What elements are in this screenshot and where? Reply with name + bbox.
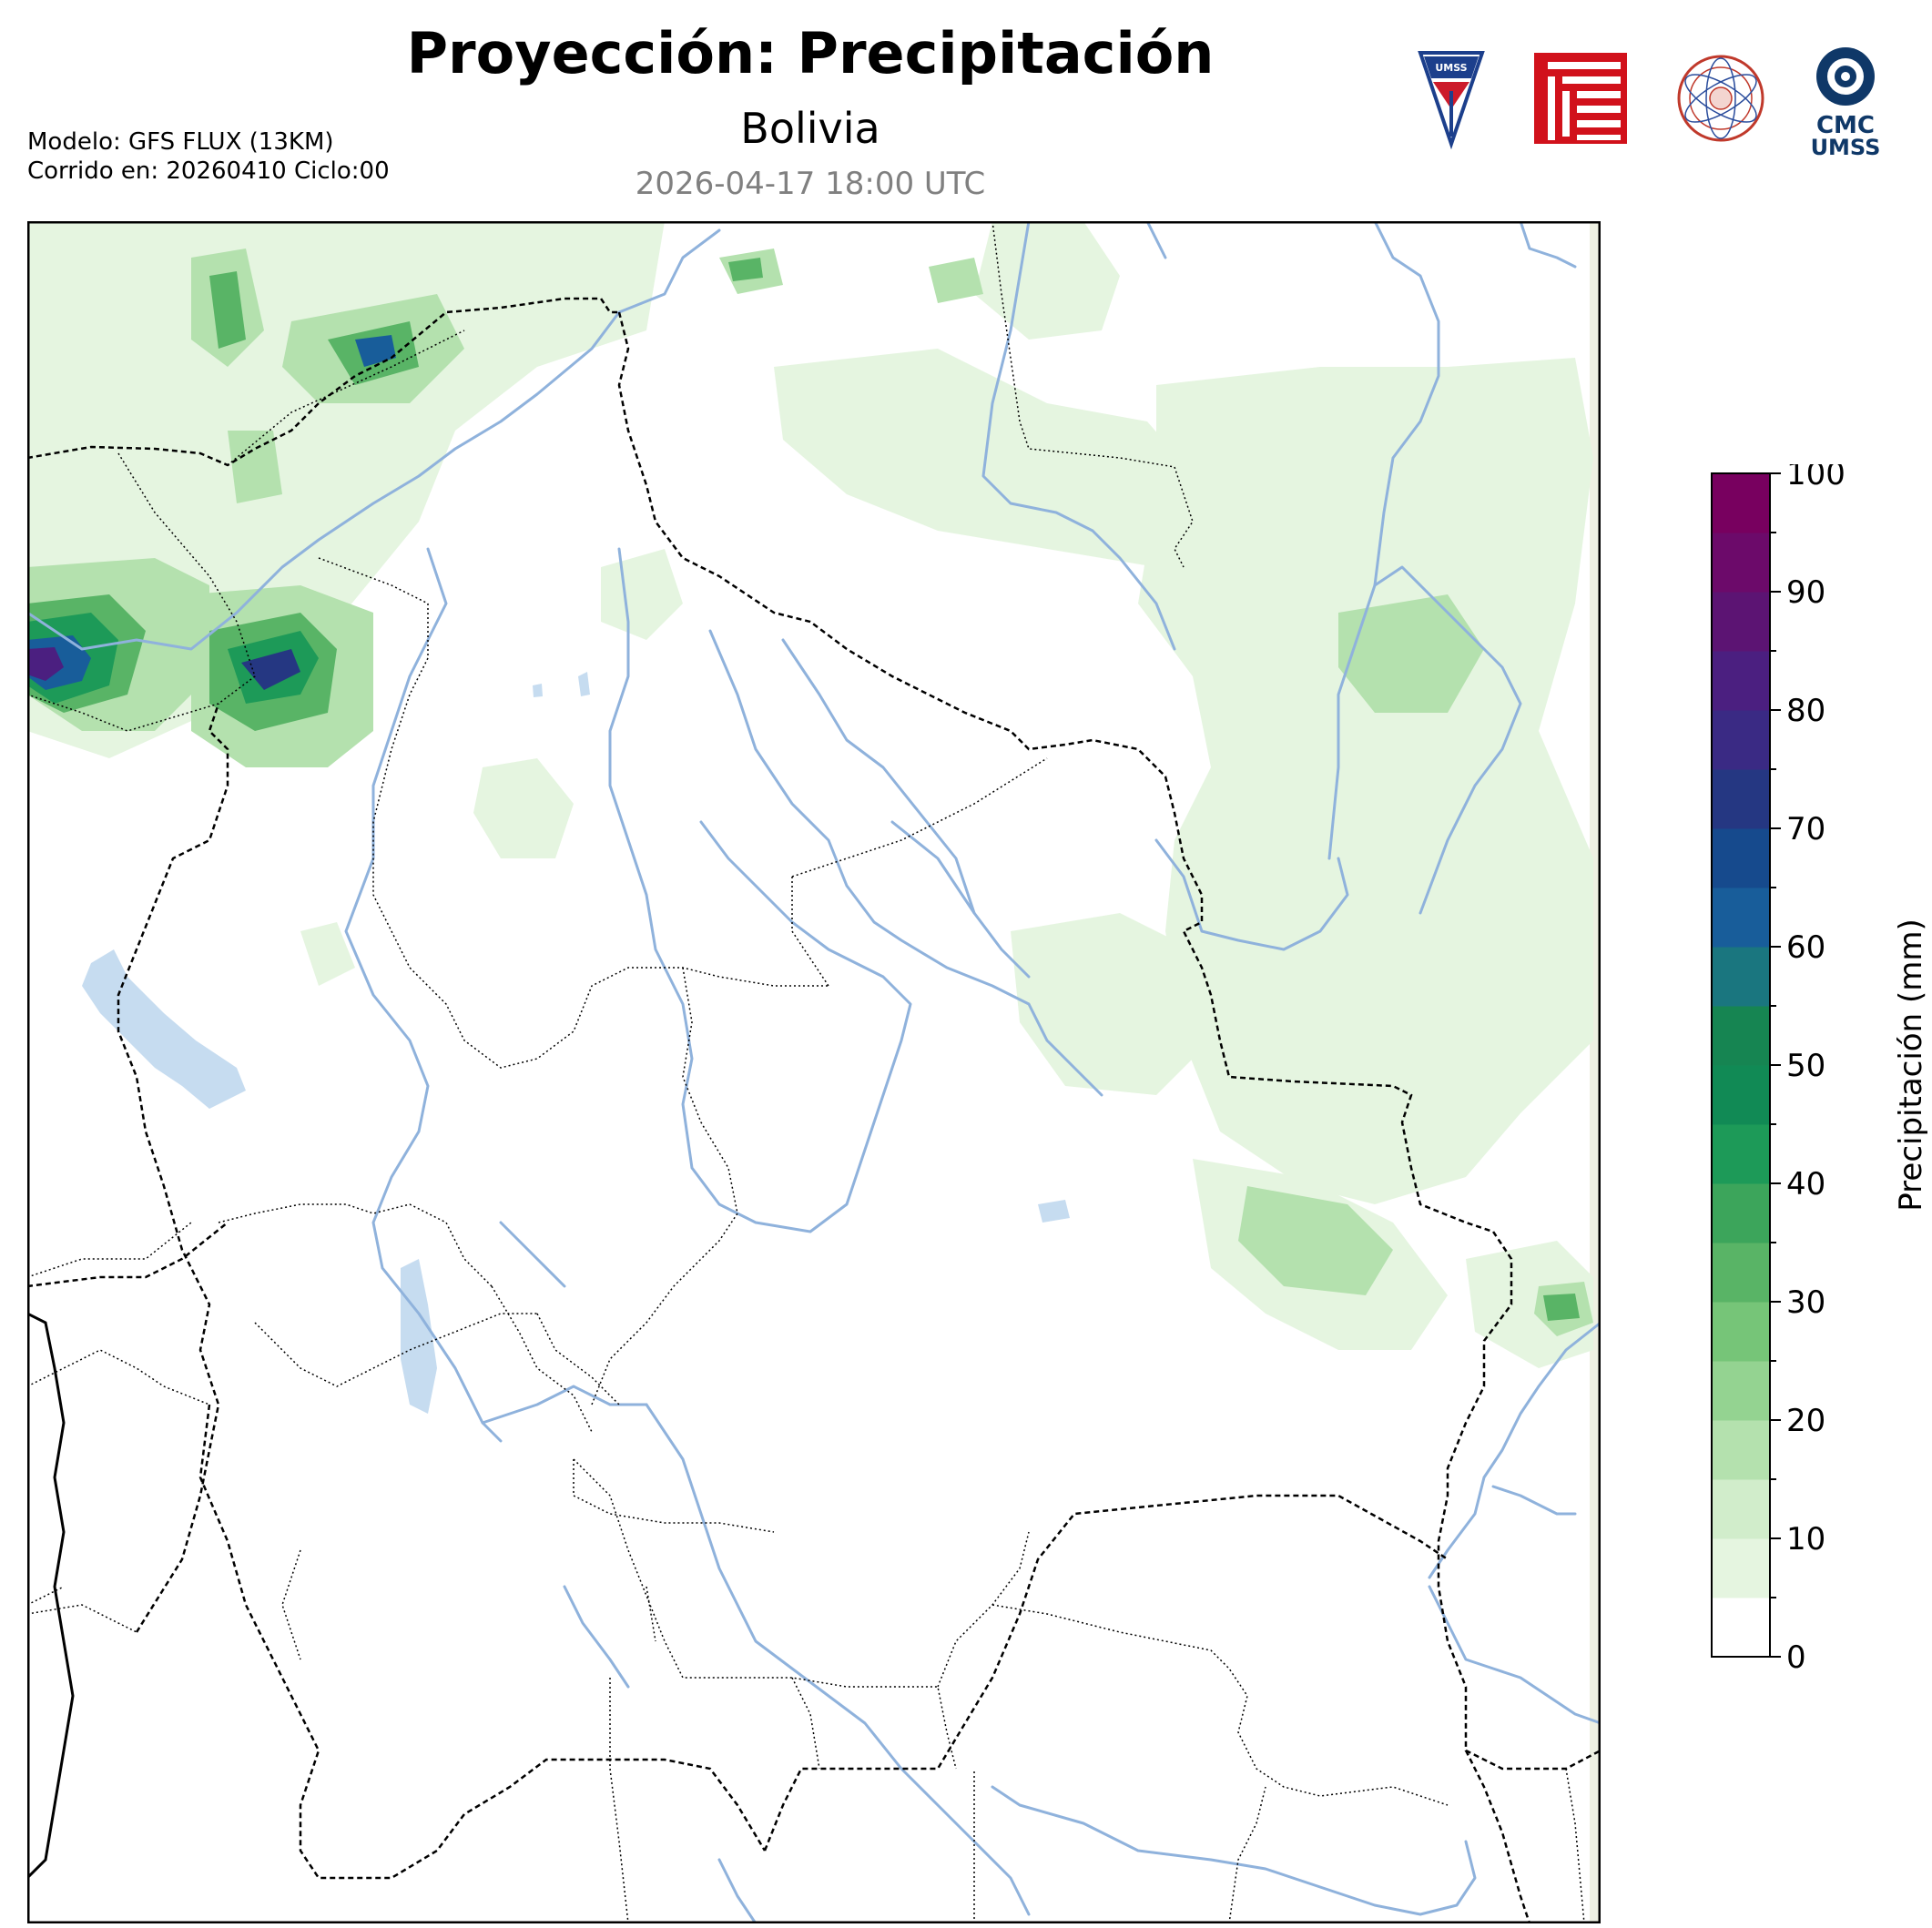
colorbar-swatches xyxy=(1712,473,1770,1658)
model-line: Modelo: GFS FLUX (13KM) xyxy=(27,128,334,156)
colorbar-swatch xyxy=(1712,651,1770,711)
colorbar-swatch xyxy=(1712,533,1770,593)
colorbar-swatch xyxy=(1712,1183,1770,1243)
physics-department-seal xyxy=(1677,55,1764,142)
map-subtitle: Bolivia xyxy=(740,104,880,153)
colorbar: 0 10 20 30 40 50 60 70 80 90 100 Precipitación (mm… xyxy=(1711,464,1929,1675)
rivers xyxy=(27,221,1601,1923)
colorbar-tick-label: 100 xyxy=(1786,464,1846,492)
valid-time: 2026-04-17 18:00 UTC xyxy=(635,166,986,202)
colorbar-swatch xyxy=(1712,710,1770,770)
country-borders xyxy=(27,297,1601,1923)
cmc-umss-text: UMSS xyxy=(1811,135,1881,160)
model-info: Modelo: GFS FLUX (13KM) Corrido en: 2026… xyxy=(27,127,390,186)
cmc-umss-logo: CMC UMSS xyxy=(1811,47,1881,160)
umss-shield-logo: UMSS xyxy=(1418,51,1485,150)
colorbar-swatch xyxy=(1712,888,1770,948)
colorbar-tick-label: 80 xyxy=(1786,693,1825,729)
run-line: Corrido en: 20260410 Ciclo:00 xyxy=(27,157,390,185)
colorbar-swatch xyxy=(1712,1006,1770,1066)
colorbar-swatch xyxy=(1712,1124,1770,1184)
colorbar-tick-label: 40 xyxy=(1786,1166,1825,1202)
colorbar-ticks: 0 10 20 30 40 50 60 70 80 90 100 xyxy=(1770,464,1846,1675)
colorbar-swatch xyxy=(1712,1243,1770,1303)
department-borders xyxy=(27,221,1585,1923)
colorbar-tick-label: 0 xyxy=(1786,1639,1806,1675)
lakes xyxy=(82,672,1070,1414)
colorbar-swatch xyxy=(1712,1302,1770,1362)
colorbar-label: Precipitación (mm) xyxy=(1893,918,1929,1211)
umss-shield-text: UMSS xyxy=(1435,62,1467,74)
colorbar-tick-label: 90 xyxy=(1786,574,1825,611)
colorbar-tick-label: 30 xyxy=(1786,1284,1825,1321)
colorbar-swatch xyxy=(1712,769,1770,829)
colorbar-tick-label: 70 xyxy=(1786,811,1825,847)
red-building-logo xyxy=(1534,53,1627,144)
colorbar-tick-label: 20 xyxy=(1786,1403,1825,1439)
colorbar-swatch xyxy=(1712,592,1770,652)
lake-small xyxy=(1038,1200,1070,1223)
map-title: Proyección: Precipitación xyxy=(406,20,1215,86)
colorbar-swatch xyxy=(1712,828,1770,888)
colorbar-tick-label: 50 xyxy=(1786,1048,1825,1084)
colorbar-swatch xyxy=(1712,1065,1770,1125)
colorbar-tick-label: 10 xyxy=(1786,1521,1825,1558)
colorbar-swatch xyxy=(1712,1598,1770,1658)
colorbar-swatch xyxy=(1712,1479,1770,1539)
map-border xyxy=(27,221,1601,1923)
precipitation-map xyxy=(27,221,1601,1923)
colorbar-swatch xyxy=(1712,1420,1770,1480)
lake-poopo xyxy=(401,1259,437,1414)
colorbar-swatch xyxy=(1712,947,1770,1007)
lake-titicaca xyxy=(82,949,246,1109)
institution-logos: UMSS CMC UMSS xyxy=(1418,47,1881,160)
colorbar-swatch xyxy=(1712,473,1770,533)
precipitation-extreme xyxy=(27,335,396,704)
coastline xyxy=(27,1312,75,1880)
cmc-text: CMC xyxy=(1816,112,1875,139)
colorbar-swatch xyxy=(1712,1538,1770,1598)
colorbar-tick-label: 60 xyxy=(1786,929,1825,966)
colorbar-swatch xyxy=(1712,1361,1770,1421)
map-edge-strip xyxy=(1590,221,1601,1923)
